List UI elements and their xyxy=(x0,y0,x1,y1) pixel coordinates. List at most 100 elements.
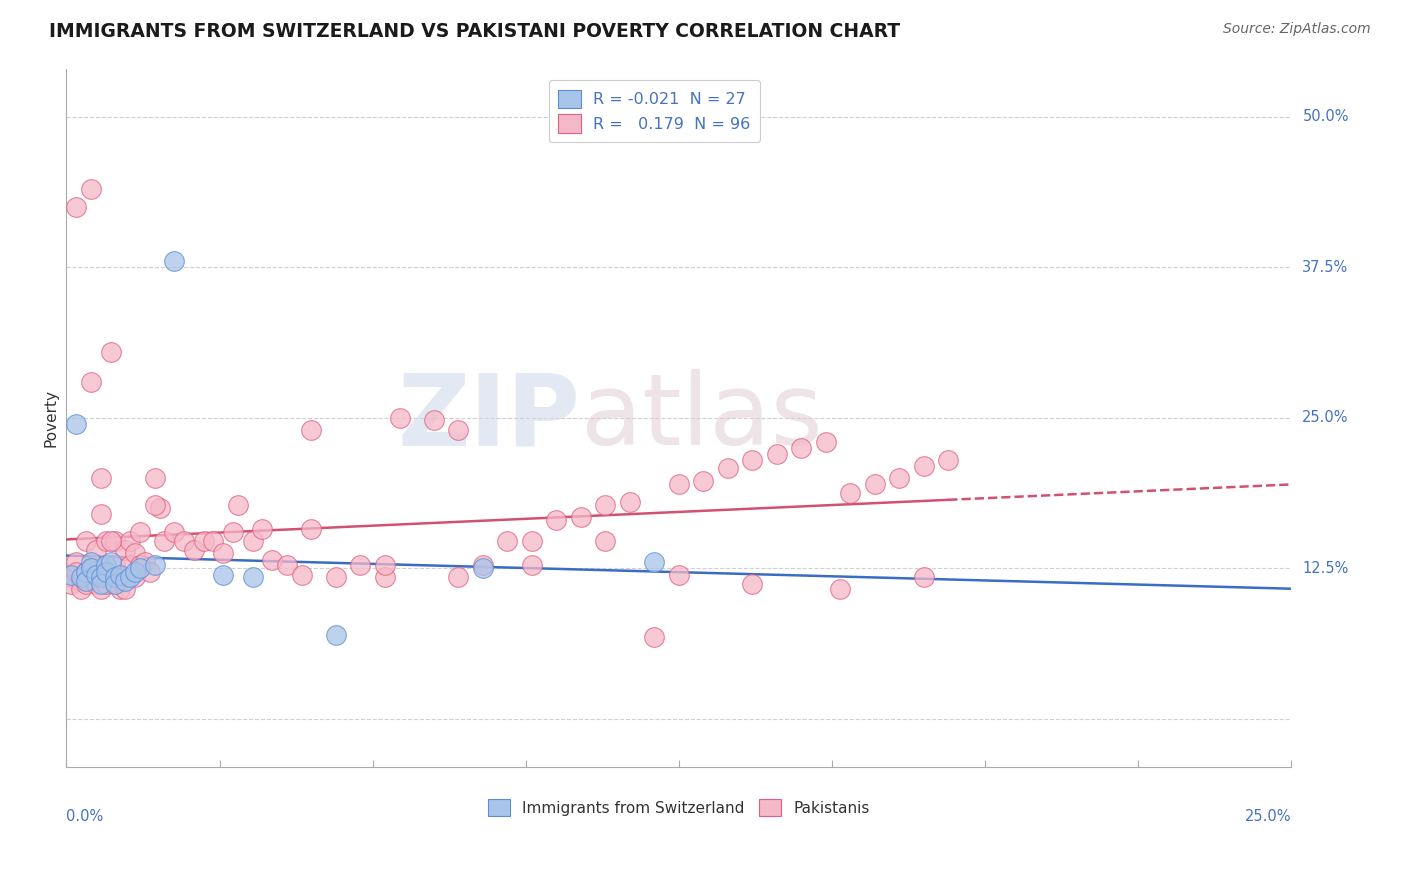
Point xyxy=(90,561,112,575)
Point xyxy=(447,570,470,584)
Point xyxy=(94,577,117,591)
Point xyxy=(138,565,160,579)
Point xyxy=(129,525,152,540)
Point xyxy=(717,461,740,475)
Point xyxy=(619,495,641,509)
Text: 12.5%: 12.5% xyxy=(1302,561,1348,576)
Point xyxy=(84,543,107,558)
Point xyxy=(520,558,543,572)
Point xyxy=(173,533,195,548)
Point xyxy=(100,533,122,548)
Point xyxy=(814,435,837,450)
Point xyxy=(84,558,107,572)
Point xyxy=(765,447,787,461)
Point xyxy=(212,567,235,582)
Point xyxy=(471,561,494,575)
Point xyxy=(643,630,665,644)
Point xyxy=(349,558,371,572)
Point xyxy=(100,570,122,584)
Text: 0.0%: 0.0% xyxy=(66,809,104,824)
Point xyxy=(148,501,170,516)
Point xyxy=(65,565,87,579)
Point xyxy=(193,533,215,548)
Point xyxy=(90,570,112,584)
Point xyxy=(70,582,93,596)
Point xyxy=(75,577,97,591)
Point xyxy=(912,459,935,474)
Point xyxy=(124,546,146,560)
Point xyxy=(830,582,852,596)
Point xyxy=(692,474,714,488)
Point xyxy=(471,558,494,572)
Point xyxy=(60,567,83,582)
Point xyxy=(80,561,103,575)
Point xyxy=(790,441,813,455)
Point xyxy=(668,567,690,582)
Point xyxy=(94,558,117,572)
Point xyxy=(262,553,284,567)
Point xyxy=(94,533,117,548)
Point xyxy=(120,533,142,548)
Point xyxy=(374,570,396,584)
Point xyxy=(129,561,152,575)
Point xyxy=(80,561,103,575)
Text: 50.0%: 50.0% xyxy=(1302,109,1348,124)
Text: Source: ZipAtlas.com: Source: ZipAtlas.com xyxy=(1223,22,1371,37)
Point xyxy=(104,558,127,572)
Point xyxy=(183,543,205,558)
Point xyxy=(839,485,862,500)
Point xyxy=(120,558,142,572)
Point xyxy=(153,533,176,548)
Point xyxy=(120,570,142,584)
Point xyxy=(202,533,225,548)
Y-axis label: Poverty: Poverty xyxy=(44,389,58,447)
Point xyxy=(114,570,136,584)
Point xyxy=(104,570,127,584)
Point xyxy=(222,525,245,540)
Point xyxy=(80,556,103,570)
Text: 25.0%: 25.0% xyxy=(1244,809,1291,824)
Point xyxy=(299,522,322,536)
Text: ZIP: ZIP xyxy=(398,369,581,467)
Point xyxy=(276,558,298,572)
Point xyxy=(252,522,274,536)
Point xyxy=(212,546,235,560)
Point xyxy=(242,570,264,584)
Point xyxy=(114,574,136,588)
Point xyxy=(90,577,112,591)
Point xyxy=(163,525,186,540)
Point xyxy=(114,543,136,558)
Point xyxy=(75,533,97,548)
Point xyxy=(129,558,152,572)
Point xyxy=(80,375,103,389)
Point xyxy=(912,570,935,584)
Point xyxy=(104,577,127,591)
Point xyxy=(104,577,127,591)
Point xyxy=(60,570,83,584)
Point xyxy=(90,471,112,485)
Point xyxy=(110,582,132,596)
Point xyxy=(94,565,117,579)
Point xyxy=(447,423,470,437)
Point xyxy=(65,556,87,570)
Point xyxy=(520,533,543,548)
Point xyxy=(143,498,166,512)
Point xyxy=(388,410,411,425)
Point xyxy=(100,344,122,359)
Point xyxy=(741,453,763,467)
Point xyxy=(889,471,911,485)
Point xyxy=(595,533,617,548)
Point xyxy=(104,533,127,548)
Point xyxy=(325,570,347,584)
Point xyxy=(134,556,156,570)
Point xyxy=(163,254,186,268)
Point xyxy=(70,574,93,588)
Point xyxy=(84,567,107,582)
Point xyxy=(75,565,97,579)
Point xyxy=(325,628,347,642)
Point xyxy=(374,558,396,572)
Point xyxy=(80,570,103,584)
Point xyxy=(80,182,103,196)
Point xyxy=(863,477,886,491)
Point xyxy=(90,508,112,522)
